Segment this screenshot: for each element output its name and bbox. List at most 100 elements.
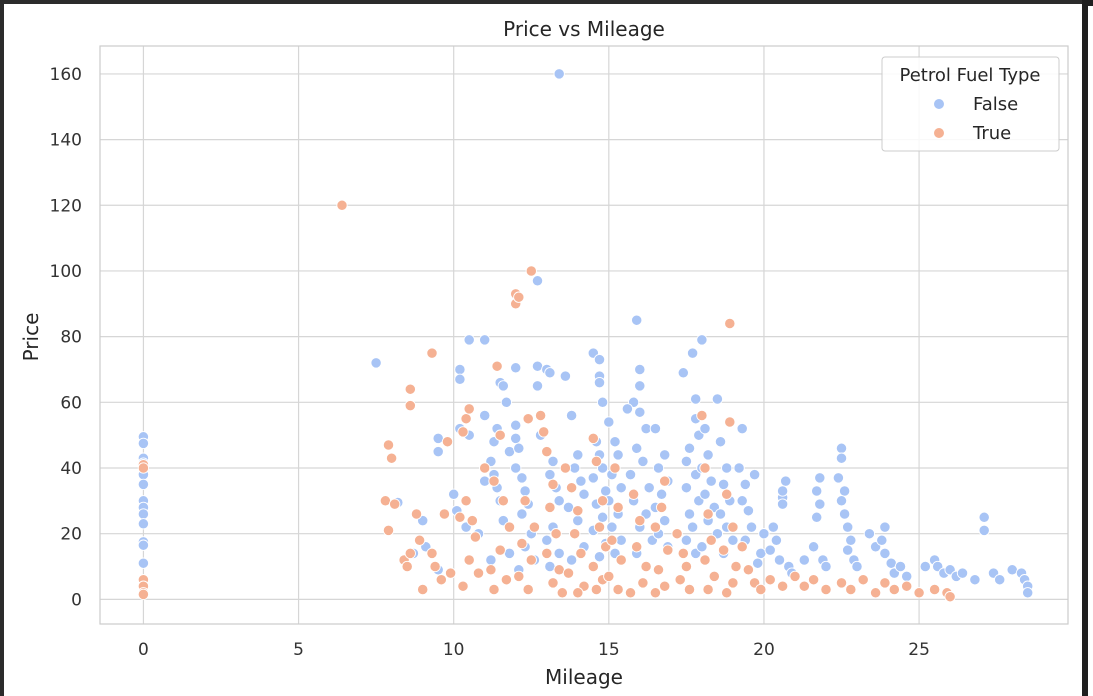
data-point <box>534 409 547 422</box>
data-point <box>587 560 599 573</box>
data-point <box>593 521 606 533</box>
data-point <box>525 265 537 277</box>
data-point <box>596 396 609 408</box>
data-point <box>736 541 748 553</box>
data-point <box>913 587 925 599</box>
data-point <box>755 547 767 560</box>
data-point <box>631 314 643 326</box>
data-point <box>578 488 590 500</box>
data-point <box>590 583 603 596</box>
data-point <box>544 367 556 379</box>
data-point <box>721 587 733 599</box>
data-point <box>389 498 401 510</box>
data-point <box>510 419 522 431</box>
data-point <box>842 521 854 533</box>
data-point <box>820 583 832 596</box>
data-point <box>413 534 426 546</box>
data-point <box>699 554 711 566</box>
data-point <box>612 583 624 596</box>
data-point <box>603 416 615 428</box>
legend-label-false: False <box>973 94 1018 115</box>
data-point <box>137 518 150 530</box>
data-point <box>544 560 556 573</box>
data-point <box>807 574 820 586</box>
data-point <box>674 574 686 586</box>
data-point <box>727 521 739 533</box>
data-point <box>776 485 789 497</box>
right-edge-strip <box>1082 0 1093 696</box>
data-point <box>643 482 655 494</box>
data-point <box>680 455 693 468</box>
data-point <box>851 560 863 573</box>
data-point <box>928 583 941 596</box>
data-point <box>683 583 696 596</box>
data-point <box>550 528 562 540</box>
data-point <box>811 511 823 523</box>
data-point <box>137 478 150 491</box>
data-point <box>494 429 506 441</box>
legend-title: Petrol Fuel Type <box>899 65 1040 86</box>
data-point <box>432 432 444 445</box>
data-point <box>565 482 578 494</box>
data-point <box>758 528 770 540</box>
data-point <box>575 475 587 487</box>
series-true <box>137 199 956 603</box>
data-point <box>137 539 150 551</box>
data-point <box>510 432 522 445</box>
data-point <box>572 587 584 599</box>
tick-labels: 0 5 10 15 20 25 0 20 40 60 80 100 120 140 160 <box>50 65 930 660</box>
data-point <box>680 560 693 573</box>
data-point <box>562 567 575 579</box>
chart-title: Price vs Mileage <box>503 17 665 41</box>
data-point <box>559 370 572 382</box>
legend: Petrol Fuel Type False True <box>881 56 1060 152</box>
data-point <box>780 475 792 487</box>
data-point <box>702 449 714 461</box>
data-point <box>575 547 587 560</box>
data-point <box>711 393 724 405</box>
data-point <box>888 583 900 596</box>
data-point <box>624 468 637 481</box>
y-tick-label: 40 <box>60 459 82 479</box>
data-point <box>497 495 509 507</box>
data-point <box>640 422 652 435</box>
y-axis-label: Price <box>19 313 43 362</box>
data-point <box>699 488 711 500</box>
y-tick-label: 60 <box>60 393 82 413</box>
data-point <box>609 462 621 474</box>
data-point <box>559 462 572 474</box>
data-point <box>835 577 848 589</box>
data-point <box>513 442 525 454</box>
data-point <box>969 574 981 586</box>
data-point <box>634 406 646 418</box>
data-point <box>593 353 606 366</box>
x-tick-label: 5 <box>293 640 304 660</box>
data-point <box>382 439 395 451</box>
data-point <box>956 567 969 579</box>
data-point <box>472 567 485 579</box>
data-point <box>488 475 500 487</box>
data-point <box>835 495 848 507</box>
data-point <box>565 554 578 566</box>
data-point <box>876 534 888 546</box>
data-point <box>541 547 553 560</box>
data-point <box>438 508 451 520</box>
data-point <box>869 587 882 599</box>
data-point <box>541 445 553 458</box>
data-point <box>690 393 702 405</box>
y-tick-label: 120 <box>50 196 82 216</box>
data-point <box>686 521 699 533</box>
data-point <box>503 445 516 458</box>
data-point <box>631 541 643 553</box>
data-point <box>606 521 618 533</box>
data-point <box>736 422 748 435</box>
data-point <box>426 547 438 560</box>
x-axis-label: Mileage <box>545 665 623 689</box>
data-point <box>696 409 708 422</box>
data-point <box>565 409 578 422</box>
data-point <box>522 583 534 596</box>
data-point <box>677 367 689 379</box>
data-point <box>978 524 990 537</box>
data-point <box>863 528 876 540</box>
data-point <box>730 560 742 573</box>
